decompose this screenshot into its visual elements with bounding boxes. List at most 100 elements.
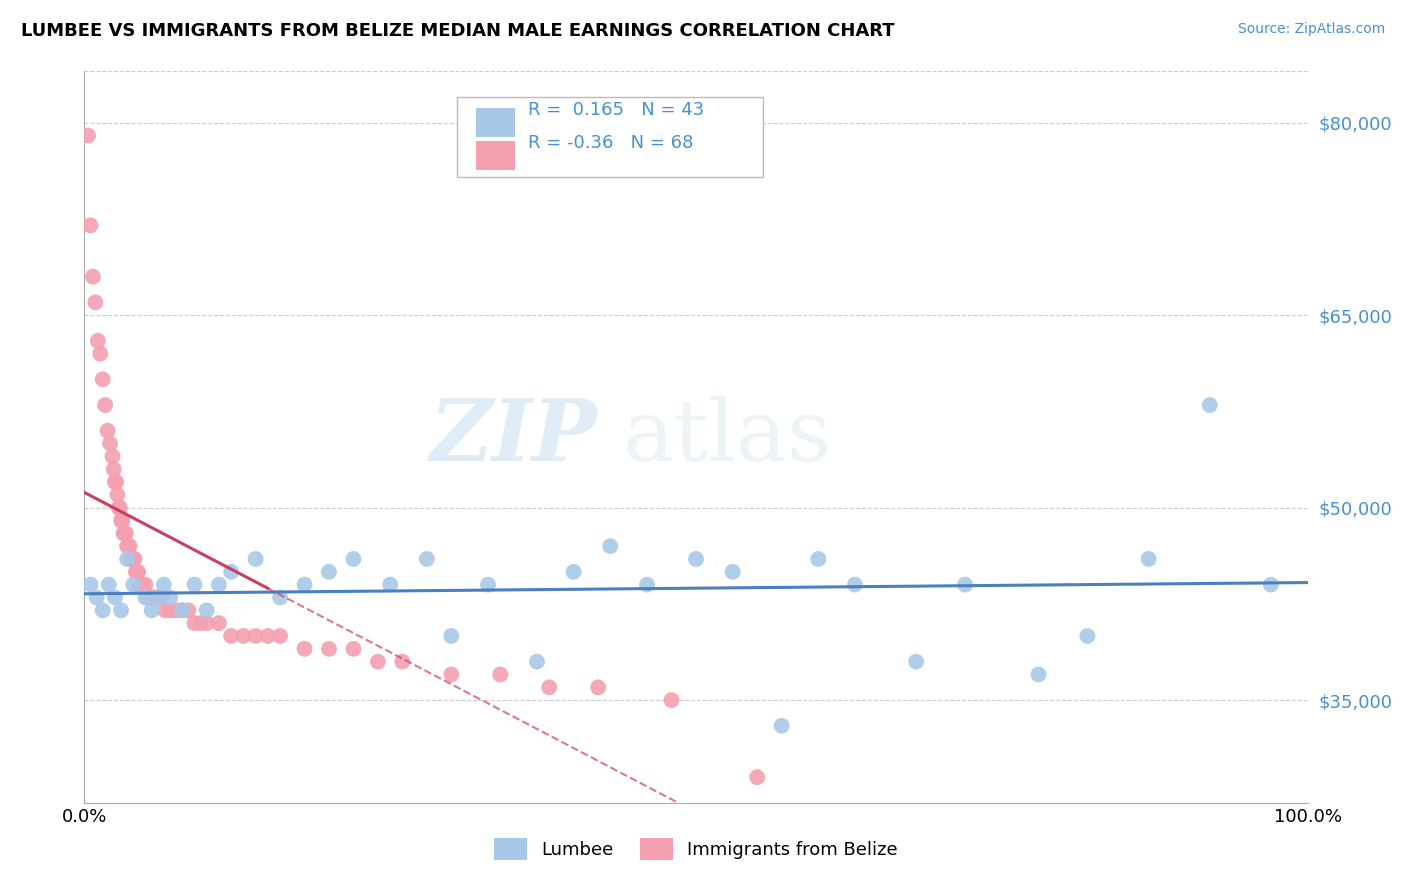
Point: [103, 462, 125, 476]
Point: [172, 603, 194, 617]
Point: [79, 577, 101, 591]
Point: [318, 565, 340, 579]
Point: [86, 591, 108, 605]
Text: R =  0.165   N = 43: R = 0.165 N = 43: [529, 101, 704, 120]
Point: [586, 681, 609, 695]
Point: [153, 577, 176, 591]
Point: [661, 693, 683, 707]
Text: LUMBEE VS IMMIGRANTS FROM BELIZE MEDIAN MALE EARNINGS CORRELATION CHART: LUMBEE VS IMMIGRANTS FROM BELIZE MEDIAN …: [21, 22, 894, 40]
Point: [105, 488, 128, 502]
Point: [114, 526, 136, 541]
Point: [183, 577, 205, 591]
Point: [747, 770, 769, 784]
Point: [318, 641, 340, 656]
Point: [195, 603, 218, 617]
Point: [232, 629, 254, 643]
Point: [97, 577, 120, 591]
Point: [165, 603, 187, 617]
Point: [115, 552, 138, 566]
Point: [118, 539, 141, 553]
Point: [139, 591, 162, 605]
Point: [526, 655, 548, 669]
Point: [124, 552, 146, 566]
Point: [905, 655, 928, 669]
Point: [257, 629, 280, 643]
Point: [159, 603, 181, 617]
Point: [115, 526, 138, 541]
FancyBboxPatch shape: [475, 108, 515, 137]
Point: [1028, 667, 1050, 681]
Point: [125, 565, 148, 579]
Point: [108, 500, 131, 515]
Point: [219, 565, 242, 579]
Legend: Lumbee, Immigrants from Belize: Lumbee, Immigrants from Belize: [494, 838, 898, 860]
Point: [105, 475, 128, 489]
Point: [111, 514, 134, 528]
Point: [131, 577, 153, 591]
Text: ZIP: ZIP: [430, 395, 598, 479]
Point: [489, 667, 512, 681]
Point: [104, 591, 127, 605]
Point: [172, 603, 194, 617]
Point: [89, 346, 111, 360]
Point: [122, 577, 145, 591]
FancyBboxPatch shape: [475, 141, 515, 170]
Point: [685, 552, 707, 566]
Point: [245, 552, 267, 566]
Point: [183, 616, 205, 631]
Point: [104, 475, 127, 489]
Point: [294, 577, 316, 591]
Point: [146, 591, 169, 605]
Point: [125, 565, 148, 579]
Point: [1198, 398, 1220, 412]
Point: [440, 629, 463, 643]
Point: [294, 641, 316, 656]
Point: [342, 552, 364, 566]
Point: [135, 591, 157, 605]
Point: [953, 577, 976, 591]
Point: [538, 681, 561, 695]
Point: [391, 655, 413, 669]
Point: [121, 552, 143, 566]
Point: [135, 577, 157, 591]
Point: [562, 565, 585, 579]
Text: R = -0.36   N = 68: R = -0.36 N = 68: [529, 134, 693, 152]
Point: [98, 436, 121, 450]
Point: [807, 552, 830, 566]
Point: [599, 539, 621, 553]
Point: [110, 514, 132, 528]
Point: [208, 616, 231, 631]
Point: [190, 616, 212, 631]
Point: [150, 591, 173, 605]
Point: [721, 565, 744, 579]
Point: [269, 629, 291, 643]
Point: [380, 577, 402, 591]
Point: [127, 565, 149, 579]
Point: [245, 629, 267, 643]
Point: [120, 552, 142, 566]
Point: [91, 372, 114, 386]
Point: [143, 591, 166, 605]
Point: [416, 552, 439, 566]
Point: [141, 603, 163, 617]
Point: [342, 641, 364, 656]
Point: [132, 577, 155, 591]
Point: [1260, 577, 1282, 591]
Point: [153, 603, 176, 617]
Point: [844, 577, 866, 591]
Point: [136, 591, 159, 605]
Point: [91, 603, 114, 617]
Point: [636, 577, 658, 591]
Text: atlas: atlas: [623, 395, 832, 479]
FancyBboxPatch shape: [457, 97, 763, 178]
Point: [115, 539, 138, 553]
Point: [82, 269, 104, 284]
Point: [122, 552, 145, 566]
Point: [195, 616, 218, 631]
Point: [367, 655, 389, 669]
Point: [142, 591, 165, 605]
Point: [128, 577, 150, 591]
Point: [219, 629, 242, 643]
Point: [84, 295, 107, 310]
Point: [97, 424, 120, 438]
